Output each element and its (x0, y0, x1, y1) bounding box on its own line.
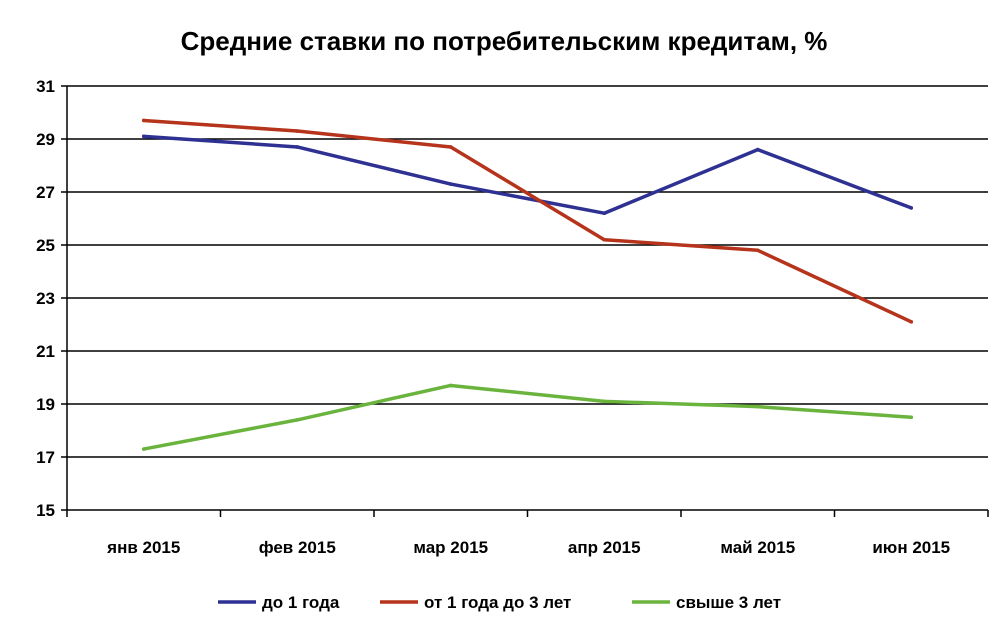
data-point (141, 134, 146, 139)
x-tick-label: янв 2015 (106, 538, 180, 557)
series-line-2 (142, 118, 913, 324)
data-point (755, 248, 760, 253)
series-line-1 (142, 134, 913, 215)
y-tick-label: 17 (36, 448, 55, 467)
x-tick-label: апр 2015 (568, 538, 641, 557)
data-point (448, 383, 453, 388)
legend: до 1 года от 1 года до 3 лет свыше 3 лет (218, 593, 781, 612)
data-point (448, 145, 453, 149)
data-point (909, 415, 914, 420)
series-line-3 (142, 383, 913, 451)
legend-label: от 1 года до 3 лет (424, 593, 571, 612)
y-tick-label: 21 (36, 342, 55, 361)
x-tick-label: июн 2015 (872, 538, 950, 557)
y-axis-ticks: 15 17 19 21 23 25 27 29 31 (36, 77, 67, 520)
data-point (141, 118, 146, 123)
y-tick-label: 23 (36, 289, 55, 308)
data-point (141, 447, 146, 451)
y-tick-label: 19 (36, 395, 55, 414)
y-tick-label: 27 (36, 183, 55, 202)
y-tick-label: 29 (36, 130, 55, 149)
legend-label: до 1 года (262, 593, 340, 612)
data-point (755, 147, 760, 152)
data-point (755, 404, 760, 409)
y-tick-label: 25 (36, 236, 55, 255)
data-point (295, 145, 300, 149)
legend-label: свыше 3 лет (676, 593, 781, 612)
data-point (295, 418, 300, 422)
data-point (295, 129, 300, 133)
data-point (909, 206, 914, 210)
series-lines (141, 118, 914, 451)
chart-title: Средние ставки по потребительским кредит… (181, 26, 828, 56)
y-tick-label: 15 (36, 501, 55, 520)
data-point (909, 320, 914, 324)
data-point (602, 211, 607, 215)
y-tick-label: 31 (36, 77, 55, 96)
x-tick-label: май 2015 (720, 538, 795, 557)
data-point (448, 182, 453, 186)
data-point (602, 399, 607, 404)
x-axis-ticks: янв 2015 фев 2015 мар 2015 апр 2015 май 2015… (66, 510, 989, 557)
x-tick-label: мар 2015 (413, 538, 488, 557)
x-tick-label: фев 2015 (259, 538, 336, 557)
data-point (602, 237, 607, 242)
